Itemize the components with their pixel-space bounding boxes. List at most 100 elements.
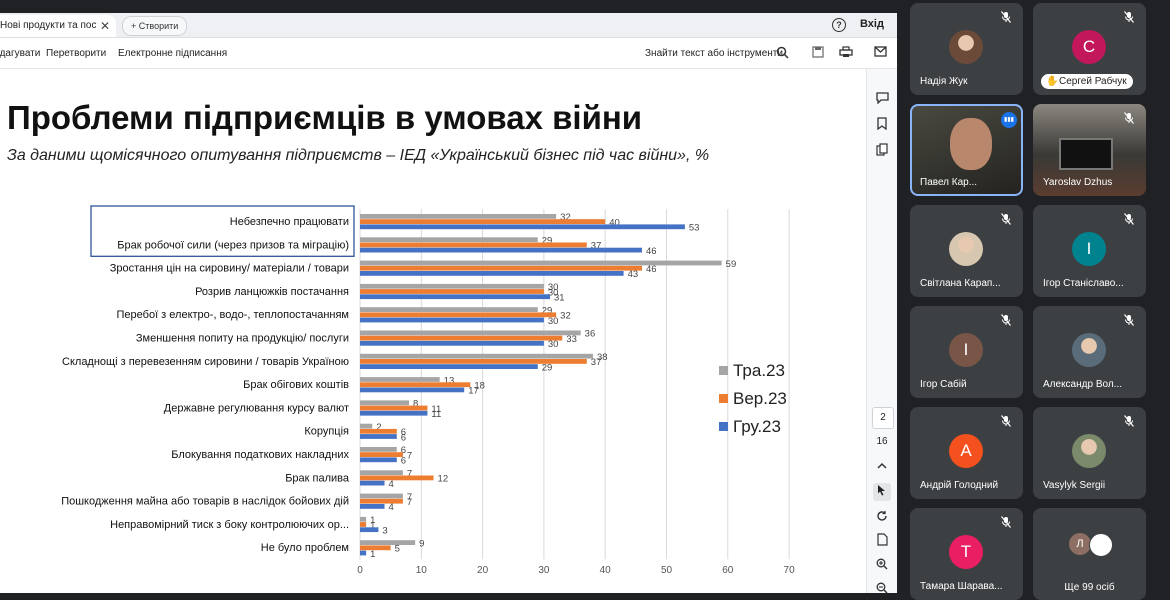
avatar: [949, 232, 983, 266]
sign-in-button[interactable]: Вхід: [860, 18, 884, 30]
participant-tile[interactable]: Світлана Карап...: [910, 205, 1023, 297]
search-icon[interactable]: [775, 46, 789, 60]
participant-tile[interactable]: Yaroslav Dzhus: [1033, 104, 1146, 196]
data-label: 29: [542, 362, 553, 373]
speaking-indicator-icon: ▮▮▮: [1001, 112, 1017, 128]
participant-name: Сергей Рабчук ✋: [1041, 74, 1133, 89]
mail-icon[interactable]: [873, 46, 887, 60]
document-tab[interactable]: Нові продукти та пос... ✕: [0, 15, 116, 37]
participant-tile[interactable]: І Ігор Станіславо...: [1033, 205, 1146, 297]
bar-ver: [360, 405, 428, 411]
bar-gru: [360, 457, 397, 463]
find-tools-label[interactable]: Знайти текст або інструменти: [645, 48, 783, 59]
data-label: 1: [370, 520, 375, 531]
data-label: 29: [542, 236, 553, 247]
bar-tra: [360, 353, 593, 359]
data-label: 30: [548, 282, 559, 293]
participant-tile[interactable]: А Андрій Голодний: [910, 407, 1023, 499]
toolbar-edit[interactable]: Редагувати: [0, 48, 41, 59]
data-label: 30: [548, 339, 559, 350]
x-tick-label: 60: [722, 565, 734, 576]
comment-icon[interactable]: [873, 91, 891, 109]
data-label: 6: [401, 445, 406, 456]
data-label: 36: [585, 329, 596, 340]
more-participants-label[interactable]: Ще 99 осіб: [1064, 582, 1115, 593]
bar-tra: [360, 260, 722, 266]
bar-gru: [360, 480, 385, 486]
participant-name: Ігор Станіславо...: [1043, 278, 1124, 289]
bar-gru: [360, 364, 538, 369]
participant-name: Павел Кар...: [920, 177, 978, 188]
participant-tile[interactable]: Л Ще 99 осіб: [1033, 508, 1146, 600]
select-cursor-icon[interactable]: [873, 483, 891, 501]
avatar: [949, 30, 983, 64]
bar-tra: [360, 470, 403, 476]
participant-tile[interactable]: Vasylyk Sergii: [1033, 407, 1146, 499]
rotate-icon[interactable]: [873, 509, 891, 527]
data-label: 38: [597, 352, 608, 363]
legend-label: Гру.23: [733, 417, 781, 436]
category-label: Державне регулювання курсу валют: [164, 402, 349, 414]
participant-name: Надія Жук: [920, 76, 968, 87]
data-label: 5: [395, 544, 400, 555]
data-label: 4: [389, 502, 394, 513]
avatar: І: [949, 333, 983, 367]
data-label: 7: [407, 492, 412, 503]
bar-tra: [360, 307, 538, 312]
participant-tile[interactable]: Павел Кар... ▮▮▮: [910, 104, 1023, 196]
data-label: 37: [591, 241, 602, 252]
extract-page-icon[interactable]: [873, 533, 891, 551]
toolbar-esign[interactable]: Електронне підписання: [118, 48, 228, 59]
participant-tile[interactable]: Надія Жук: [910, 3, 1023, 95]
chevron-up-icon[interactable]: [873, 457, 891, 475]
mic-off-icon: [1122, 112, 1136, 126]
raised-hand-icon: ✋: [1046, 76, 1059, 87]
pdf-viewer: Нові продукти та пос... ✕ + Створити ? В…: [0, 13, 897, 593]
zoom-out-icon[interactable]: [873, 581, 891, 593]
help-icon[interactable]: ?: [832, 18, 846, 32]
participant-tile[interactable]: Т Тамара Шарава...: [910, 508, 1023, 600]
zoom-in-icon[interactable]: [873, 557, 891, 575]
category-label: Розрив ланцюжків постачання: [195, 286, 349, 298]
data-label: 30: [548, 287, 559, 298]
print-icon[interactable]: [839, 46, 853, 60]
current-page-field[interactable]: 2: [872, 407, 894, 429]
avatar: І: [1072, 232, 1106, 266]
category-label: Пошкодження майна або товарів в наслідок…: [61, 496, 349, 508]
bar-ver: [360, 522, 367, 527]
pages-icon[interactable]: [873, 143, 891, 161]
bar-tra: [360, 377, 440, 382]
right-tool-rail: 2 16: [866, 69, 897, 593]
bar-ver: [360, 545, 391, 551]
bar-tra: [360, 540, 416, 545]
mic-off-icon: [999, 213, 1013, 227]
new-tab-button[interactable]: + Створити: [122, 16, 188, 36]
bookmark-icon[interactable]: [873, 117, 891, 135]
data-label: 29: [542, 305, 553, 316]
participant-tile[interactable]: Александр Вол...: [1033, 306, 1146, 398]
avatar: Т: [949, 535, 983, 569]
bar-gru: [360, 410, 428, 416]
toolbar-convert[interactable]: Перетворити: [46, 48, 107, 59]
data-label: 53: [689, 223, 700, 234]
participant-tile[interactable]: І Ігор Сабій: [910, 306, 1023, 398]
new-tab-label: Створити: [138, 21, 179, 31]
participant-tile[interactable]: С Сергей Рабчук ✋: [1033, 3, 1146, 95]
data-label: 46: [646, 246, 657, 257]
save-icon[interactable]: [811, 46, 825, 60]
participant-video: [950, 118, 992, 170]
bar-tra: [360, 493, 403, 499]
mic-off-icon: [1122, 415, 1136, 429]
mic-off-icon: [999, 415, 1013, 429]
data-label: 13: [444, 375, 455, 386]
data-label: 6: [401, 427, 406, 438]
bar-gru: [360, 271, 624, 276]
bar-tra: [360, 447, 397, 452]
x-tick-label: 10: [416, 565, 428, 576]
bar-tra: [360, 283, 544, 289]
participant-name: Vasylyk Sergii: [1043, 480, 1106, 491]
participant-name: Світлана Карап...: [920, 278, 1001, 289]
close-tab-icon[interactable]: ✕: [99, 19, 110, 33]
avatar: [1072, 333, 1106, 367]
